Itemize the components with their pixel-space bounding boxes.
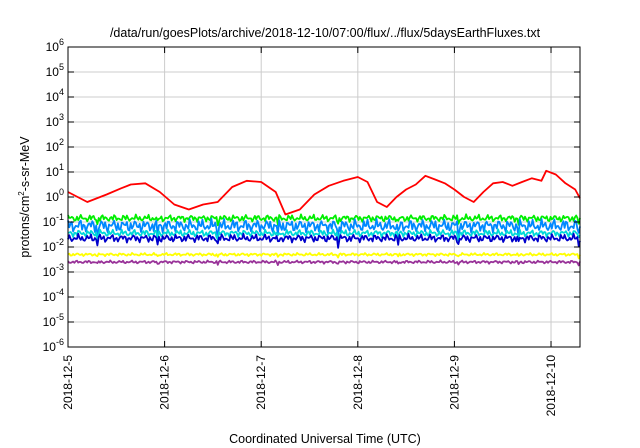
y-tick-label: 10-3	[43, 262, 64, 279]
y-tick-label: 104	[46, 87, 64, 104]
y-tick-label: 10-2	[43, 237, 64, 254]
y-tick-label: 10-1	[43, 212, 64, 229]
series-line	[67, 232, 581, 249]
series-line	[67, 217, 581, 242]
series-line	[67, 213, 581, 227]
chart-title: /data/run/goesPlots/archive/2018-12-10/0…	[110, 26, 541, 40]
y-axis-label-sup: 2	[17, 191, 26, 196]
x-tick-label: 2018-12-7	[254, 355, 268, 410]
y-axis-label-rest: -s-sr-MeV	[18, 136, 32, 192]
grid-lines	[68, 47, 580, 347]
data-series	[67, 169, 581, 267]
series-line	[67, 228, 581, 242]
x-tick-label: 2018-12-5	[61, 355, 75, 410]
x-tick-label: 2018-12-10	[544, 355, 558, 417]
y-tick-label: 103	[46, 112, 64, 129]
x-tick-label: 2018-12-9	[447, 355, 461, 410]
y-tick-label: 10-6	[43, 337, 64, 354]
y-tick-label: 101	[46, 162, 64, 179]
y-tick-label: 10-5	[43, 312, 64, 329]
x-axis-ticks: 2018-12-5 2018-12-6 2018-12-7 2018-12-8 2018…	[61, 47, 558, 416]
series-line	[67, 169, 581, 216]
x-tick-label: 2018-12-6	[158, 355, 172, 410]
y-tick-label: 10-4	[43, 287, 64, 304]
y-tick-label: 102	[46, 137, 64, 154]
y-axis-label: protons/cm2-s-sr-MeV	[17, 136, 32, 258]
y-tick-label: 105	[46, 62, 64, 79]
series-line	[67, 259, 581, 267]
x-axis-label: Coordinated Universal Time (UTC)	[229, 432, 421, 446]
y-tick-label: 100	[46, 187, 64, 204]
x-tick-label: 2018-12-8	[351, 355, 365, 410]
y-axis-label-base: protons/cm	[18, 196, 32, 258]
y-tick-label: 106	[46, 37, 64, 54]
y-axis-ticks: 10-6 10-5 10-4 10-3 10-2 10-1 100 101 102 103 104 1…	[43, 37, 580, 354]
series-line	[67, 252, 581, 260]
